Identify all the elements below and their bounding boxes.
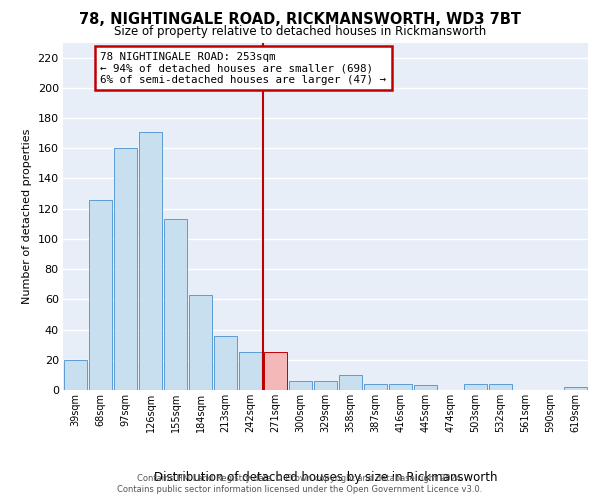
Bar [389, 384, 412, 390]
Bar [339, 375, 362, 390]
Text: Contains HM Land Registry data © Crown copyright and database right 2024.
Contai: Contains HM Land Registry data © Crown c… [118, 474, 482, 494]
Bar [264, 352, 287, 390]
Bar [239, 352, 262, 390]
Bar [139, 132, 162, 390]
Bar [414, 386, 437, 390]
Bar [64, 360, 87, 390]
X-axis label: Distribution of detached houses by size in Rickmansworth: Distribution of detached houses by size … [154, 471, 497, 484]
Bar [164, 220, 187, 390]
Bar [364, 384, 387, 390]
Bar [464, 384, 487, 390]
Bar [89, 200, 112, 390]
Bar [189, 295, 212, 390]
Text: 78 NIGHTINGALE ROAD: 253sqm
← 94% of detached houses are smaller (698)
6% of sem: 78 NIGHTINGALE ROAD: 253sqm ← 94% of det… [101, 52, 386, 85]
Y-axis label: Number of detached properties: Number of detached properties [22, 128, 32, 304]
Bar [314, 381, 337, 390]
Bar [489, 384, 512, 390]
Bar [114, 148, 137, 390]
Bar [289, 381, 312, 390]
Text: 78, NIGHTINGALE ROAD, RICKMANSWORTH, WD3 7BT: 78, NIGHTINGALE ROAD, RICKMANSWORTH, WD3… [79, 12, 521, 28]
Text: Size of property relative to detached houses in Rickmansworth: Size of property relative to detached ho… [114, 25, 486, 38]
Bar [214, 336, 237, 390]
Bar [564, 387, 587, 390]
